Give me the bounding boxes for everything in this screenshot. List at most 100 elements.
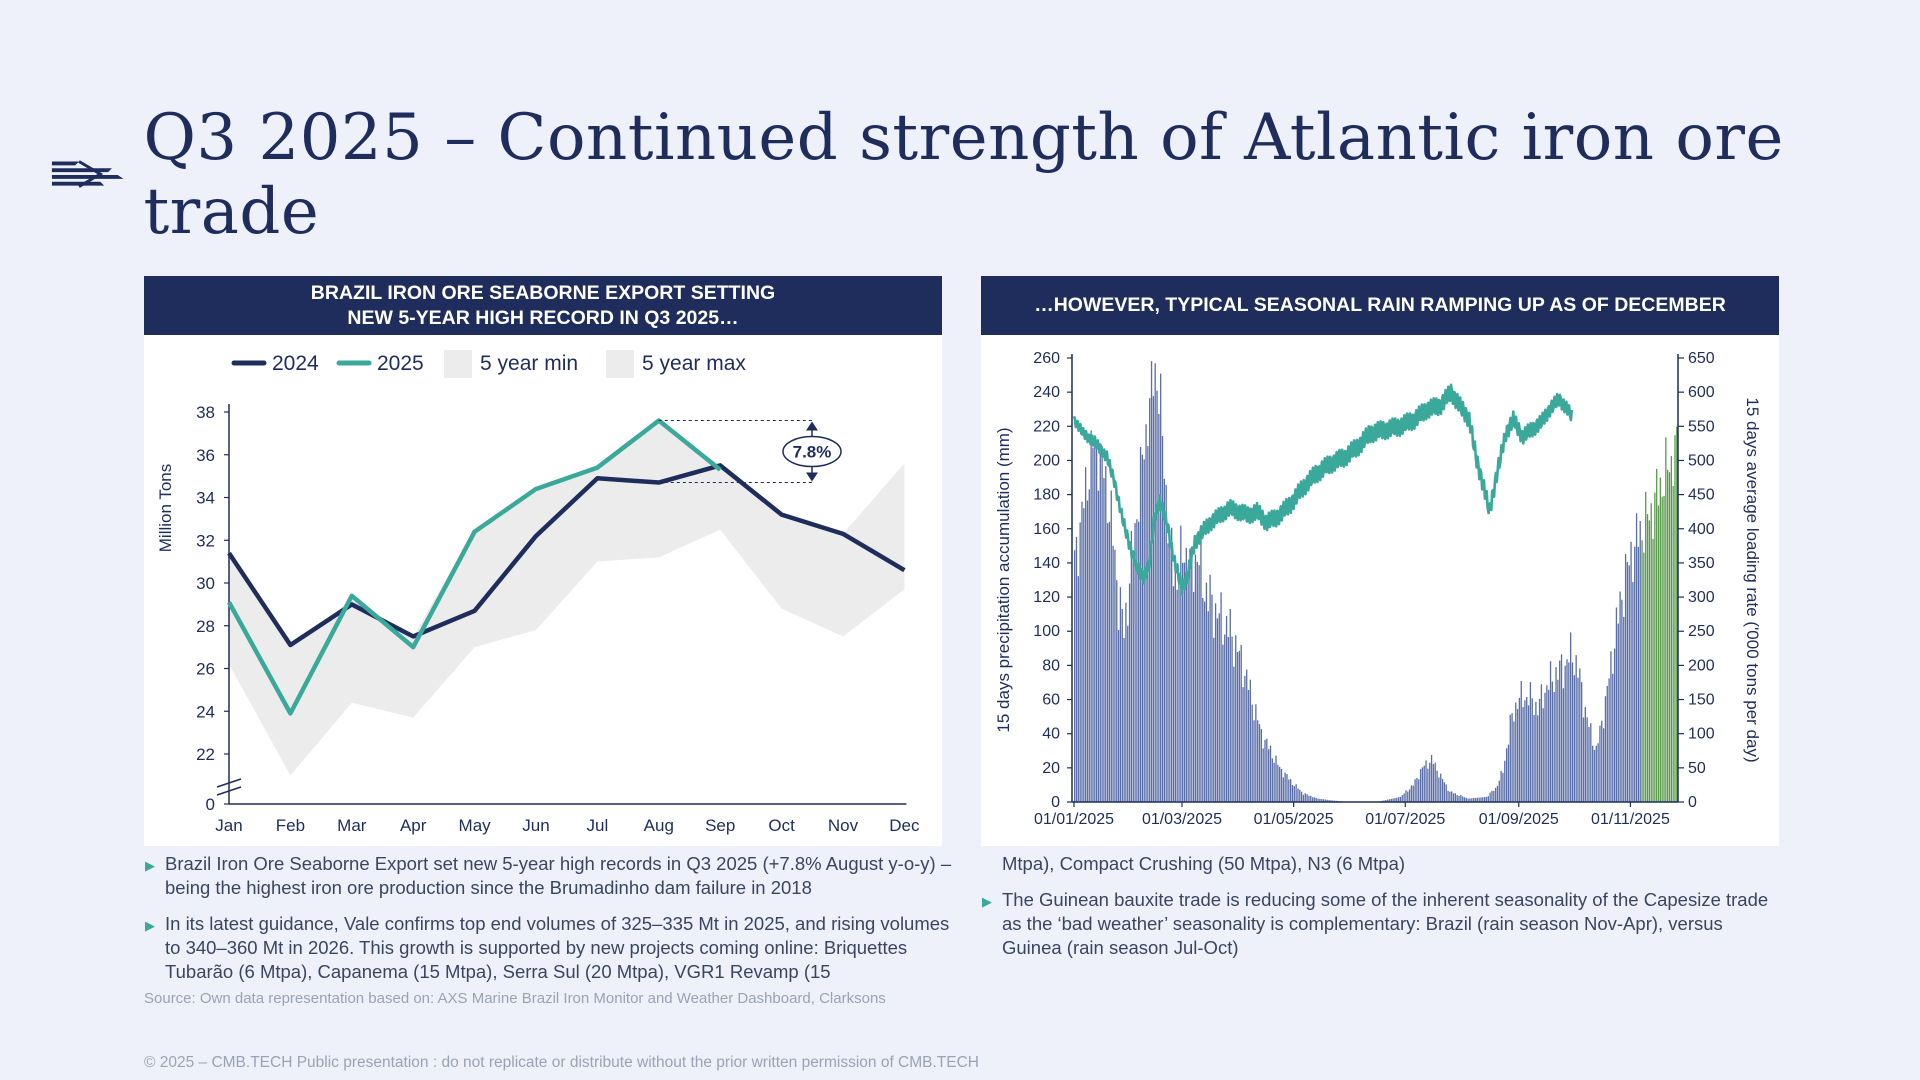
- precipitation-bar: [1606, 685, 1608, 802]
- left-y-tick-label: 36: [196, 446, 215, 465]
- precipitation-bar: [1397, 797, 1400, 802]
- precipitation-bar: [1597, 743, 1599, 802]
- precipitation-bar: [1480, 797, 1482, 802]
- precipitation-bar: [1291, 784, 1294, 802]
- legend-label-0: 2024: [272, 352, 319, 375]
- precipitation-bar: [1253, 720, 1255, 802]
- precipitation-bar: [1407, 791, 1409, 802]
- precipitation-bar: [1602, 728, 1605, 802]
- precipitation-bar: [1392, 798, 1394, 802]
- precipitation-bar: [1568, 662, 1570, 802]
- precipitation-bar: [1079, 522, 1081, 802]
- precipitation-bar: [1106, 523, 1109, 802]
- precipitation-bar: [1191, 547, 1193, 802]
- precipitation-bar: [1637, 546, 1640, 802]
- precipitation-bar: [1524, 700, 1526, 802]
- axis-break-mark-2: [216, 786, 242, 796]
- precipitation-bar: [1487, 796, 1489, 802]
- precipitation-bar: [1152, 396, 1155, 802]
- precipitation-bar: [1445, 784, 1447, 802]
- precipitation-bar: [1289, 779, 1292, 802]
- precipitation-bar: [1224, 634, 1226, 802]
- precipitation-bar: [1311, 797, 1314, 802]
- left-y-tick-label: 28: [196, 617, 215, 636]
- precipitation-bar: [1482, 797, 1484, 802]
- precipitation-bar: [1084, 467, 1087, 802]
- precipitation-bar: [1121, 608, 1123, 802]
- right-y-tick-label: 100: [1033, 623, 1060, 640]
- precipitation-bar: [1440, 773, 1442, 802]
- precipitation-bar: [1128, 583, 1131, 802]
- precipitation-bar: [1570, 632, 1572, 802]
- precipitation-bar: [1167, 543, 1169, 802]
- annotation-arrow-up-icon: [806, 421, 818, 431]
- precipitation-bar: [1467, 798, 1469, 802]
- precipitation-bar: [1214, 603, 1217, 802]
- precipitation-bar: [1410, 785, 1413, 802]
- left-y-tick-label: 38: [196, 403, 215, 422]
- precipitation-bar: [1304, 793, 1306, 802]
- precipitation-bar: [1302, 794, 1305, 802]
- precipitation-bar: [1198, 565, 1200, 802]
- precipitation-bar: [1418, 779, 1420, 802]
- precipitation-bar: [1161, 435, 1164, 802]
- right-header-text: …HOWEVER, TYPICAL SEASONAL RAIN RAMPING …: [1034, 294, 1726, 316]
- right-x-tick-label: 01/09/2025: [1479, 811, 1559, 828]
- precipitation-bar: [1288, 779, 1290, 802]
- precipitation-bar: [1324, 799, 1327, 802]
- precipitation-bar: [1591, 745, 1594, 802]
- right-y-tick-label: 220: [1033, 418, 1060, 435]
- precipitation-bar: [1548, 689, 1550, 802]
- precipitation-bar: [1566, 659, 1568, 802]
- annotation-bubble: [782, 435, 842, 468]
- precipitation-bar: [1667, 469, 1669, 802]
- precipitation-bar: [1624, 553, 1627, 802]
- precipitation-bar: [1575, 655, 1577, 802]
- right-y2-tick-label: 650: [1688, 350, 1715, 367]
- precipitation-bar: [1533, 714, 1535, 802]
- precipitation-bar: [1238, 650, 1241, 802]
- precipitation-bar: [1652, 538, 1654, 802]
- precipitation-bar: [1553, 691, 1555, 802]
- legend-label-3: 5 year max: [642, 352, 746, 375]
- precipitation-bar: [1511, 713, 1513, 802]
- precipitation-bar: [1632, 582, 1634, 802]
- precipitation-bar: [1308, 795, 1310, 802]
- precipitation-bar: [1203, 601, 1206, 802]
- precipitation-bar: [1654, 492, 1656, 802]
- precipitation-bar: [1520, 680, 1522, 802]
- precipitation-bar: [1220, 592, 1222, 802]
- precipitation-bar: [1077, 576, 1079, 802]
- precipitation-bar: [1260, 728, 1263, 802]
- precipitation-bar: [1229, 608, 1231, 802]
- precipitation-bar: [1509, 714, 1511, 802]
- precipitation-bar: [1634, 546, 1636, 802]
- right-y2-tick-label: 400: [1688, 521, 1715, 538]
- precipitation-bar: [1114, 549, 1116, 802]
- precipitation-bar: [1429, 762, 1431, 802]
- axis-break-mark-1: [216, 778, 242, 788]
- precipitation-bar: [1412, 785, 1414, 802]
- precipitation-bar: [1231, 636, 1233, 802]
- right-y-tick-label: 0: [1051, 794, 1060, 811]
- precipitation-bar: [1273, 762, 1275, 802]
- precipitation-bar: [1216, 618, 1219, 802]
- precipitation-bar: [1451, 791, 1453, 802]
- precipitation-bar: [1317, 798, 1319, 802]
- precipitation-bar: [1209, 574, 1211, 802]
- precipitation-bar: [1489, 792, 1491, 802]
- precipitation-bar: [1646, 514, 1649, 802]
- precipitation-bar: [1178, 581, 1180, 802]
- precipitation-bar: [1668, 472, 1671, 802]
- precipitation-bar: [1235, 635, 1237, 802]
- title-row: Q3 2025 – Continued strength of Atlantic…: [50, 101, 1920, 249]
- precipitation-bar: [1615, 607, 1618, 802]
- precipitation-bar: [1127, 625, 1129, 802]
- precipitation-bar: [1538, 698, 1541, 802]
- left-y-tick-label: 34: [196, 489, 215, 508]
- right-y2-tick-label: 500: [1688, 452, 1715, 469]
- precipitation-bar: [1463, 797, 1466, 802]
- precipitation-bar: [1233, 666, 1235, 802]
- left-chart-header: BRAZIL IRON ORE SEABORNE EXPORT SETTING …: [144, 276, 942, 335]
- precipitation-bar: [1645, 491, 1647, 802]
